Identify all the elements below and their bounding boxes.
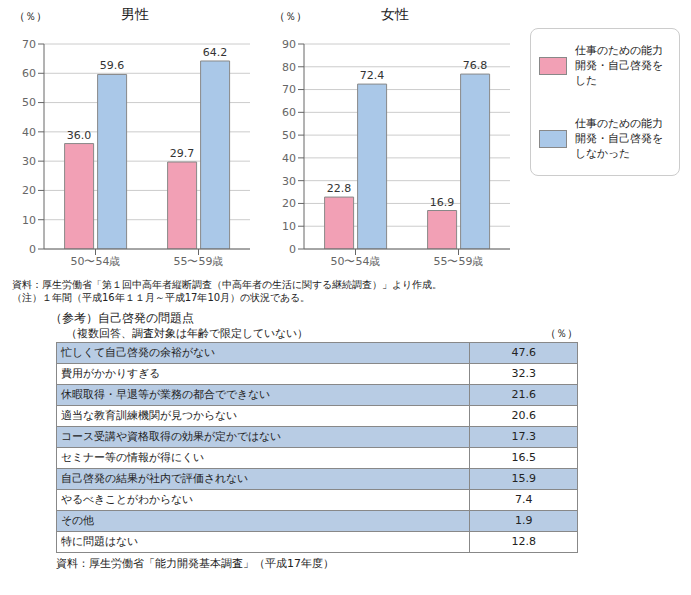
html-text:15.9: 15.9 bbox=[511, 472, 536, 485]
svg-text:30: 30 bbox=[282, 175, 296, 188]
svg-text:90: 90 bbox=[282, 38, 296, 51]
html-text:20.6: 20.6 bbox=[511, 409, 536, 422]
svg-text:40: 40 bbox=[282, 152, 296, 165]
html-text:セミナー等の情報が得にくい: セミナー等の情報が得にくい bbox=[61, 451, 204, 464]
html-text:資料：厚生労働省「第１回中高年者縦断調査（中高年者の生活に関: 資料：厚生労働省「第１回中高年者縦断調査（中高年者の生活に関する継続調査）」より… bbox=[12, 279, 442, 290]
svg-text:60: 60 bbox=[282, 106, 296, 119]
svg-text:59.6: 59.6 bbox=[100, 59, 125, 72]
svg-text:10: 10 bbox=[282, 220, 296, 233]
svg-text:80: 80 bbox=[282, 61, 296, 74]
html-text:32.3: 32.3 bbox=[511, 367, 536, 380]
html-text:（参考）自己啓発の問題点: （参考）自己啓発の問題点 bbox=[50, 311, 194, 325]
html-text:21.6: 21.6 bbox=[511, 388, 536, 401]
html-text:資料：厚生労働省「能力開発基本調査」（平成17年度）: 資料：厚生労働省「能力開発基本調査」（平成17年度） bbox=[56, 557, 334, 570]
html-text:7.4: 7.4 bbox=[514, 493, 533, 506]
svg-text:0: 0 bbox=[29, 243, 36, 256]
html-text:仕事のための能力 開発・自己啓発を しなかった: 仕事のための能力 開発・自己啓発を しなかった bbox=[575, 117, 663, 160]
html-text:男性: 男性 bbox=[121, 6, 149, 22]
svg-text:50〜54歳: 50〜54歳 bbox=[331, 255, 381, 268]
html-text:1.9: 1.9 bbox=[514, 514, 533, 527]
html-text:コース受講や資格取得の効果が定かではない: コース受講や資格取得の効果が定かではない bbox=[61, 430, 281, 443]
svg-text:64.2: 64.2 bbox=[203, 46, 228, 59]
html-text:自己啓発の結果が社内で評価されない: 自己啓発の結果が社内で評価されない bbox=[61, 472, 248, 485]
svg-text:76.8: 76.8 bbox=[463, 59, 488, 72]
html-text:特に問題はない: 特に問題はない bbox=[61, 535, 138, 548]
svg-text:16.9: 16.9 bbox=[430, 196, 455, 209]
html-text:（注）１年間（平成16年１１月～平成17年10月）の状況であ: （注）１年間（平成16年１１月～平成17年10月）の状況である。 bbox=[12, 292, 311, 303]
svg-text:20: 20 bbox=[282, 197, 296, 210]
svg-text:50: 50 bbox=[282, 129, 296, 142]
html-text:やるべきことがわからない: やるべきことがわからない bbox=[61, 493, 193, 506]
svg-text:55〜59歳: 55〜59歳 bbox=[174, 255, 224, 268]
svg-text:70: 70 bbox=[282, 83, 296, 96]
svg-text:50〜54歳: 50〜54歳 bbox=[71, 255, 121, 268]
svg-text:55〜59歳: 55〜59歳 bbox=[434, 255, 484, 268]
svg-text:29.7: 29.7 bbox=[170, 147, 195, 160]
svg-text:0: 0 bbox=[289, 243, 296, 256]
svg-text:72.4: 72.4 bbox=[360, 69, 385, 82]
svg-text:30: 30 bbox=[22, 155, 36, 168]
svg-text:36.0: 36.0 bbox=[67, 129, 92, 142]
svg-text:70: 70 bbox=[22, 38, 36, 51]
svg-text:10: 10 bbox=[22, 214, 36, 227]
svg-text:40: 40 bbox=[22, 126, 36, 139]
svg-text:50: 50 bbox=[22, 96, 36, 109]
html-text:（複数回答、調査対象は年齢で限定していない）: （複数回答、調査対象は年齢で限定していない） bbox=[66, 327, 308, 340]
html-text:忙しくて自己啓発の余裕がない: 忙しくて自己啓発の余裕がない bbox=[61, 346, 215, 359]
html-text:仕事のための能力 開発・自己啓発を した: 仕事のための能力 開発・自己啓発を した bbox=[575, 44, 663, 87]
html-text:17.3: 17.3 bbox=[511, 430, 536, 443]
html-text:16.5: 16.5 bbox=[511, 451, 536, 464]
html-text:費用がかかりすぎる: 費用がかかりすぎる bbox=[61, 367, 160, 380]
html-text:休暇取得・早退等が業務の都合でできない: 休暇取得・早退等が業務の都合でできない bbox=[61, 388, 270, 401]
html-text:女性: 女性 bbox=[381, 6, 409, 22]
svg-text:20: 20 bbox=[22, 184, 36, 197]
html-text:47.6: 47.6 bbox=[511, 346, 536, 359]
svg-text:22.8: 22.8 bbox=[327, 182, 352, 195]
html-text:適当な教育訓練機関が見つからない: 適当な教育訓練機関が見つからない bbox=[61, 409, 237, 422]
html-text:その他: その他 bbox=[61, 514, 94, 527]
svg-text:60: 60 bbox=[22, 67, 36, 80]
html-text:12.8: 12.8 bbox=[511, 535, 536, 548]
